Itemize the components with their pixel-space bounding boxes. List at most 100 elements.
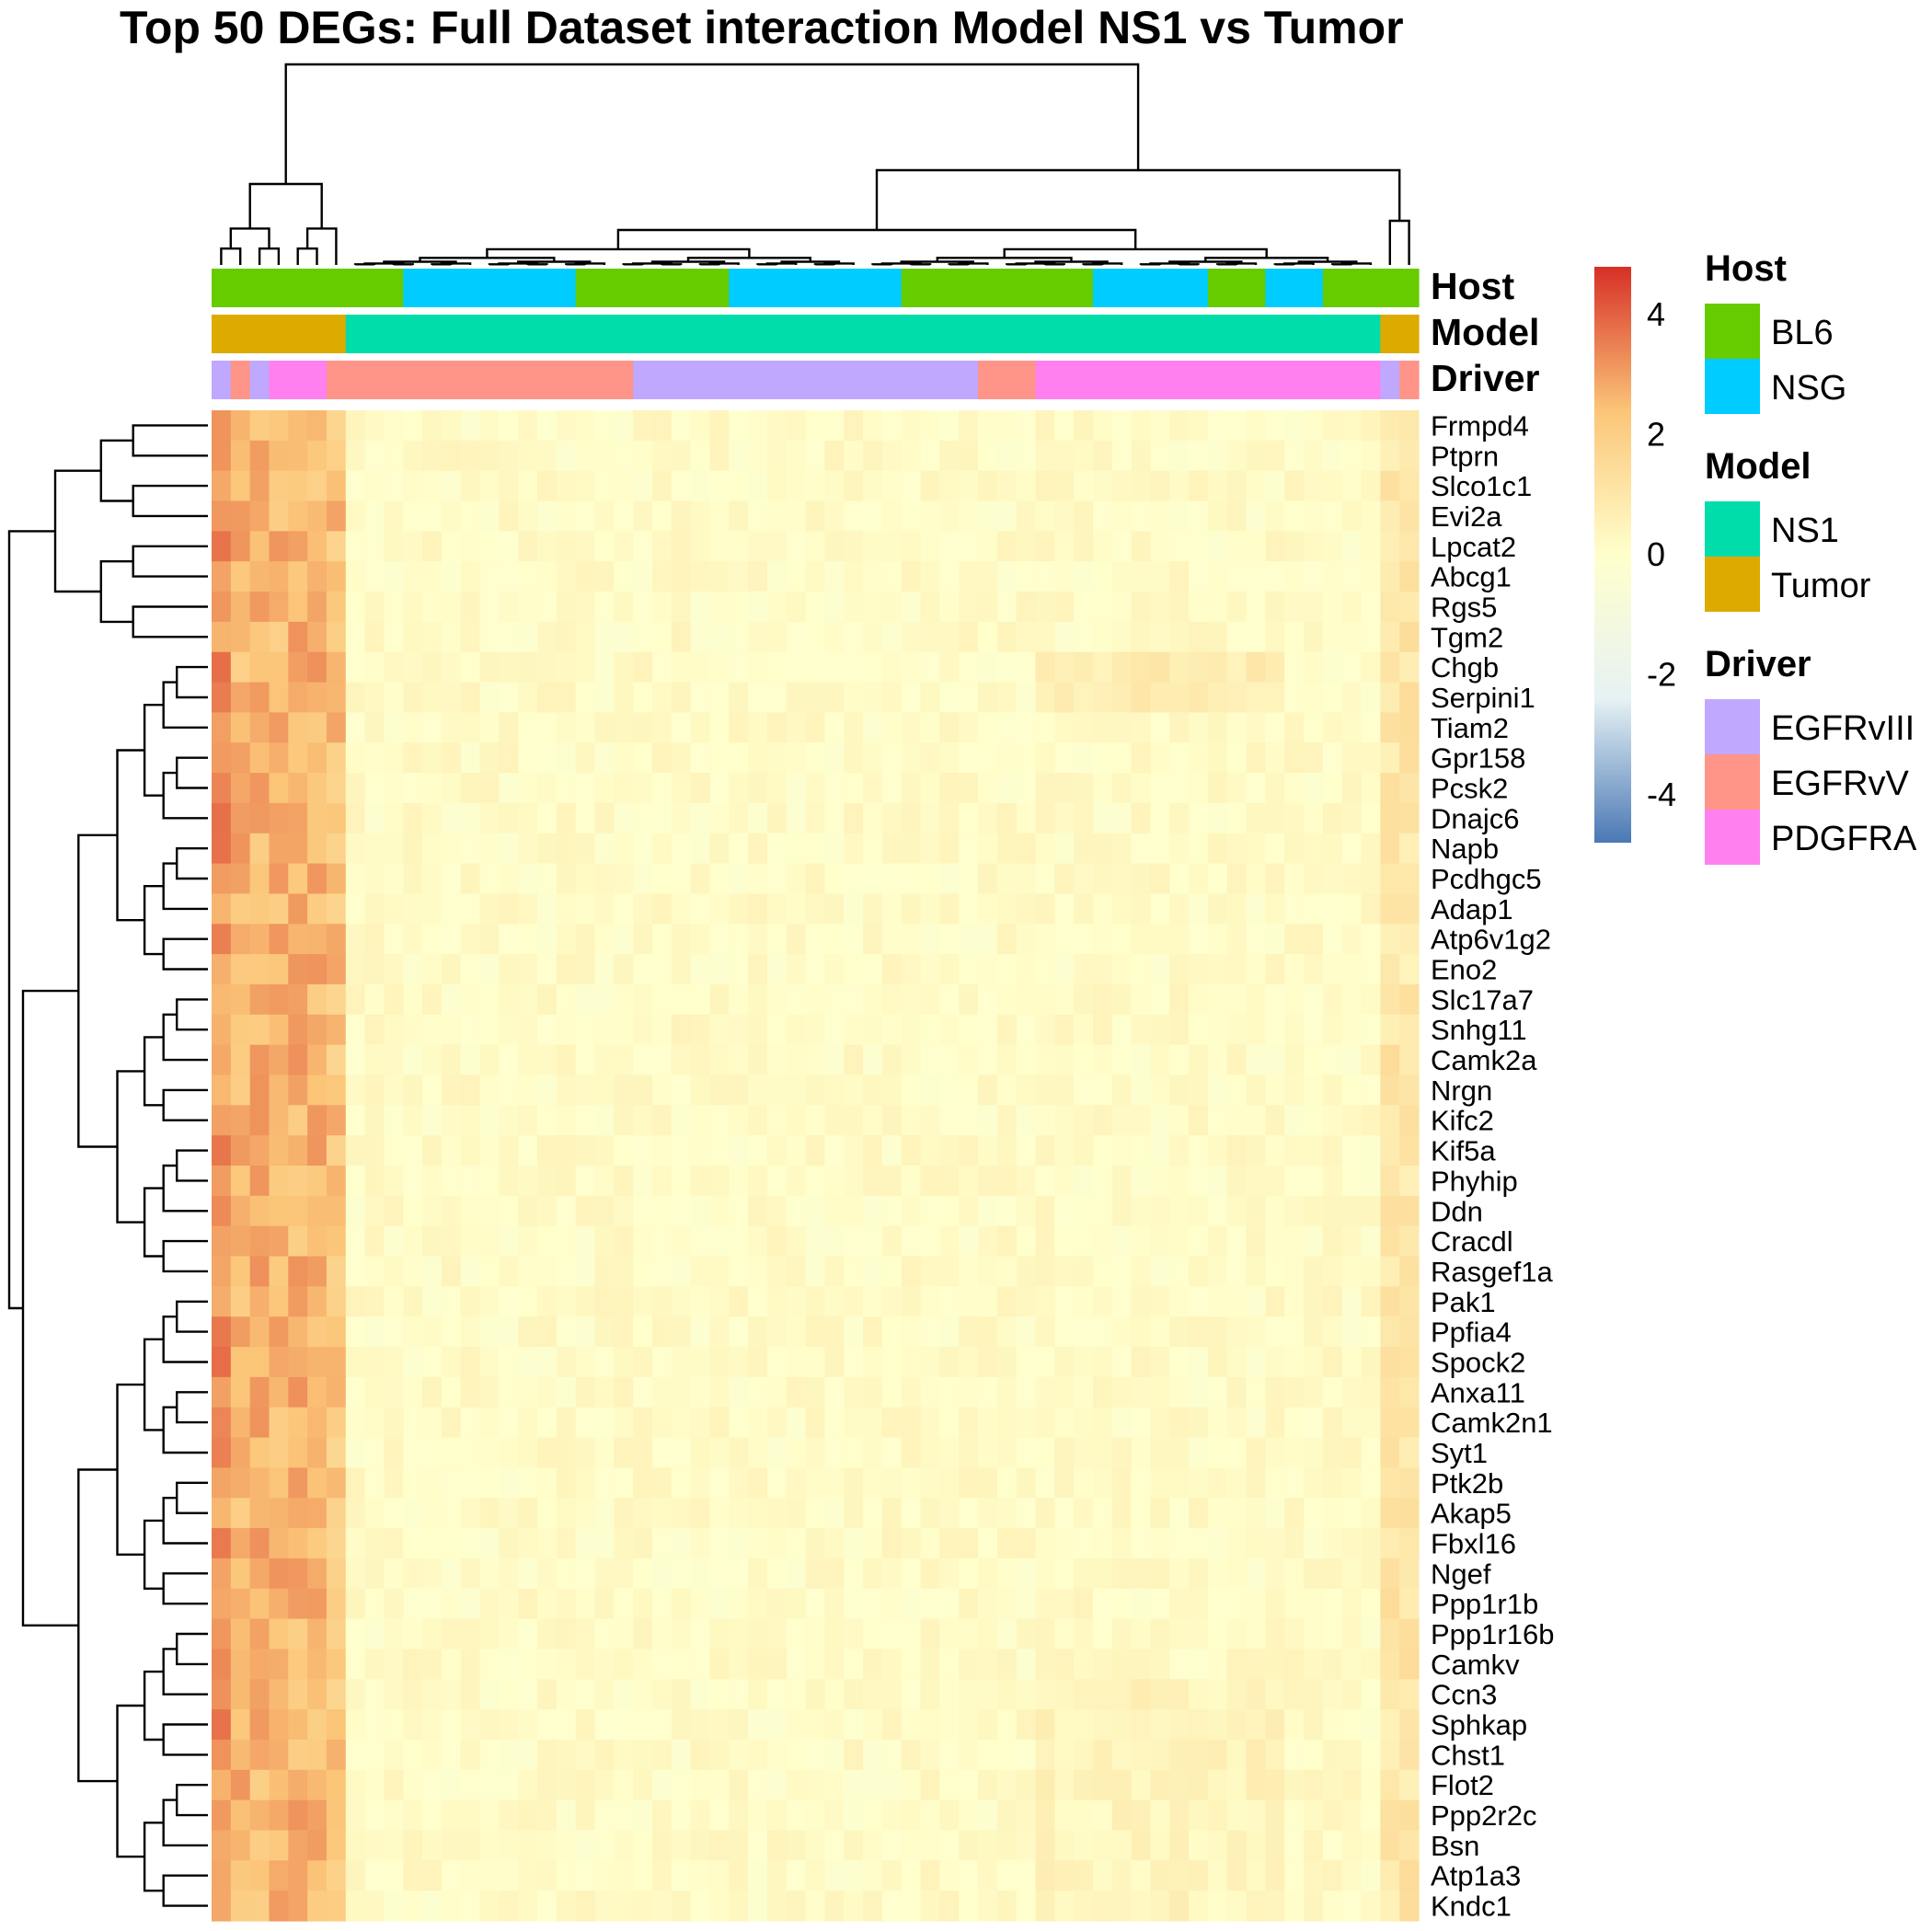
heatmap-cell xyxy=(786,651,807,684)
heatmap-cell xyxy=(518,802,538,834)
heatmap-cell xyxy=(920,712,940,743)
annotation-cell xyxy=(805,315,826,353)
heatmap-cell xyxy=(1189,1256,1209,1287)
heatmap-cell xyxy=(384,470,404,502)
heatmap-cell xyxy=(1035,1588,1055,1620)
heatmap-cell xyxy=(1131,1618,1152,1650)
heatmap-cell xyxy=(1035,1286,1055,1317)
heatmap-cell xyxy=(901,621,922,653)
heatmap-cell xyxy=(269,863,289,895)
heatmap-cell xyxy=(288,1528,308,1559)
heatmap-cell xyxy=(422,1135,443,1167)
heatmap-cell xyxy=(1284,1105,1305,1136)
heatmap-cell xyxy=(594,1347,615,1378)
heatmap-cell xyxy=(996,1739,1018,1771)
heatmap-cell xyxy=(1380,833,1400,865)
annotation-cell xyxy=(1399,269,1420,307)
heatmap-cell xyxy=(1189,1286,1209,1317)
heatmap-cell xyxy=(1074,983,1094,1016)
heatmap-cell xyxy=(1265,1166,1285,1197)
heatmap-cell xyxy=(729,1618,749,1650)
heatmap-cell xyxy=(1380,1860,1400,1891)
heatmap-cell xyxy=(766,1769,788,1801)
heatmap-cell xyxy=(959,1286,979,1317)
heatmap-cell xyxy=(805,1316,826,1348)
heatmap-cell xyxy=(978,1286,998,1317)
heatmap-cell xyxy=(441,833,462,865)
heatmap-cell xyxy=(1322,1075,1343,1106)
heatmap-cell xyxy=(651,1166,673,1197)
heatmap-cell xyxy=(671,1860,692,1891)
heatmap-cell xyxy=(633,1588,653,1620)
heatmap-cell xyxy=(1226,1014,1248,1046)
heatmap-cell xyxy=(556,983,577,1016)
heatmap-cell xyxy=(1265,1588,1285,1620)
heatmap-cell xyxy=(441,592,462,623)
heatmap-cell xyxy=(326,1437,347,1468)
heatmap-cell xyxy=(1322,1135,1343,1167)
heatmap-cell xyxy=(1054,410,1075,442)
heatmap-cell xyxy=(881,1256,903,1287)
heatmap-cell xyxy=(1246,1135,1266,1167)
heatmap-cell xyxy=(1284,1135,1305,1167)
row-label: Sphkap xyxy=(1431,1709,1527,1741)
heatmap-cell xyxy=(690,561,711,592)
heatmap-cell xyxy=(1035,1135,1055,1167)
heatmap-cell xyxy=(1016,592,1037,623)
heatmap-cell xyxy=(384,1286,404,1317)
heatmap-cell xyxy=(249,1679,270,1710)
heatmap-cell xyxy=(709,1467,730,1499)
heatmap-cell xyxy=(1246,742,1266,774)
heatmap-cell xyxy=(1341,500,1363,532)
heatmap-cell xyxy=(499,1044,519,1076)
heatmap-cell xyxy=(326,440,347,472)
heatmap-cell xyxy=(1169,1891,1190,1922)
heatmap-cell xyxy=(1207,1437,1228,1468)
heatmap-cell xyxy=(1265,1891,1285,1922)
heatmap-cell xyxy=(978,1618,998,1650)
heatmap-cell xyxy=(384,621,404,653)
heatmap-cell xyxy=(1150,1467,1170,1499)
annotation-cell xyxy=(709,269,730,307)
heatmap-cell xyxy=(1246,983,1266,1016)
heatmap-cell xyxy=(766,1437,788,1468)
heatmap-cell xyxy=(1361,592,1381,623)
heatmap-cell xyxy=(1169,712,1190,743)
heatmap-cell xyxy=(824,1166,845,1197)
heatmap-cell xyxy=(1226,1256,1248,1287)
heatmap-cell xyxy=(1092,1316,1113,1348)
heatmap-cell xyxy=(1035,1739,1055,1771)
heatmap-cell xyxy=(384,1347,404,1378)
dendrogram-branch xyxy=(53,469,101,593)
heatmap-cell xyxy=(1322,1498,1343,1529)
heatmap-cell xyxy=(288,1347,308,1378)
annotation-cell xyxy=(1035,269,1055,307)
row-label: Nrgn xyxy=(1431,1075,1492,1107)
heatmap-cell xyxy=(537,1528,558,1559)
heatmap-cell xyxy=(959,773,979,804)
heatmap-cell xyxy=(1111,1467,1133,1499)
heatmap-cell xyxy=(479,1316,500,1348)
heatmap-cell xyxy=(1380,1649,1400,1680)
heatmap-cell xyxy=(844,1891,864,1922)
annotation-cell xyxy=(1341,361,1363,399)
heatmap-cell xyxy=(766,893,788,925)
heatmap-cell xyxy=(920,1528,940,1559)
heatmap-cell xyxy=(422,1709,443,1741)
annotation-cell xyxy=(1399,361,1420,399)
heatmap-cell xyxy=(786,1891,807,1922)
heatmap-cell xyxy=(1016,1528,1037,1559)
heatmap-cell xyxy=(939,833,960,865)
heatmap-cell xyxy=(671,742,692,774)
heatmap-cell xyxy=(651,773,673,804)
heatmap-cell xyxy=(614,1830,634,1861)
heatmap-cell xyxy=(1054,1014,1075,1046)
heatmap-cell xyxy=(1265,1528,1285,1559)
heatmap-cell xyxy=(939,893,960,925)
heatmap-cell xyxy=(881,1075,903,1106)
heatmap-cell xyxy=(709,1709,730,1741)
heatmap-cell xyxy=(766,1588,788,1620)
heatmap-cell xyxy=(978,1105,998,1136)
heatmap-cell xyxy=(556,1105,577,1136)
heatmap-cell xyxy=(556,1618,577,1650)
